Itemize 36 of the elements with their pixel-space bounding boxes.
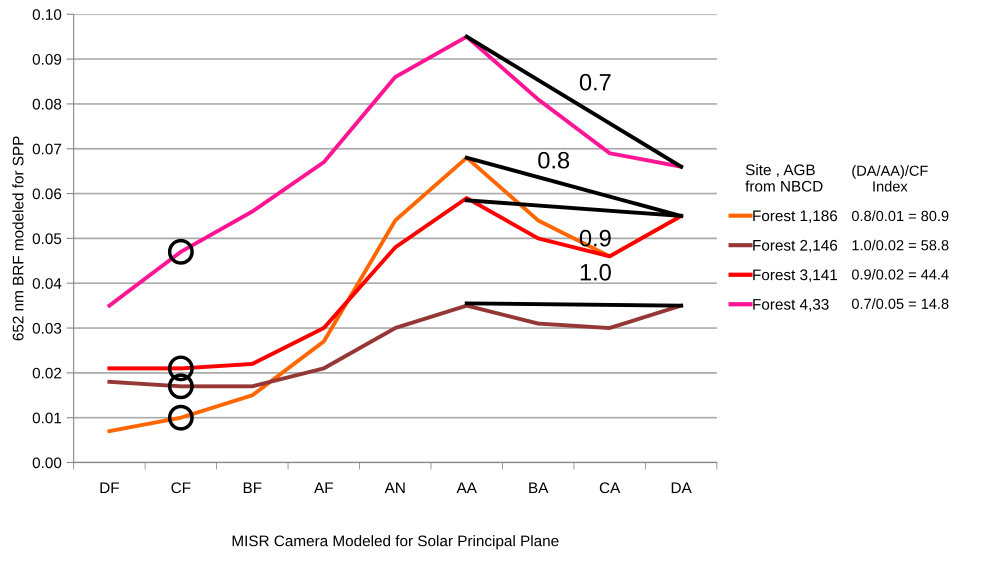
y-tick-label: 0.07 (32, 144, 62, 154)
y-tick-label: 0.05 (32, 233, 62, 244)
legend-label: Forest 2,146 (753, 240, 838, 253)
legend-label: Forest 4,33 (753, 298, 829, 312)
y-axis-title: 652 nm BRF modeled for SPP (12, 136, 24, 340)
text: 0.7/0.05 = 14.8 (852, 298, 948, 309)
text: 1.0/0.02 = 58.8 (852, 240, 948, 250)
text: (DA/AA)/CF Index (852, 165, 928, 192)
x-tick-label: AF (314, 482, 333, 494)
legend-title: Site , AGB from NBCD (745, 164, 823, 192)
y-tick-label: 0.08 (32, 98, 62, 110)
legend-label: Forest 1,186 (753, 210, 838, 224)
annotation: 0.9 (580, 230, 611, 246)
annotation: 0.8 (538, 152, 570, 169)
x-tick-label: BA (529, 482, 548, 494)
text: 0.8/0.01 = 80.9 (852, 210, 948, 222)
x-tick-label: AN (384, 482, 405, 494)
y-tick-label: 0.06 (32, 188, 62, 200)
y-tick-label: 0.00 (32, 457, 62, 468)
y-tick-label: 0.01 (32, 412, 62, 424)
x-tick-label: CF (171, 482, 190, 494)
legend-label: Forest 3,141 (753, 269, 838, 282)
y-tick-label: 0.02 (32, 368, 62, 379)
y-tick-label: 0.03 (32, 322, 62, 334)
annotation: 0.7 (580, 74, 611, 91)
annotation: 1.0 (580, 264, 611, 281)
y-tick-label: 0.10 (32, 9, 62, 20)
x-tick-label: DA (672, 482, 692, 494)
x-tick-label: BF (244, 482, 262, 494)
y-tick-label: 0.09 (32, 54, 62, 65)
y-tick-label: 0.04 (32, 278, 62, 289)
x-tick-label: DF (100, 482, 119, 494)
x-axis-title: MISR Camera Modeled for Solar Principal Plane (232, 535, 558, 550)
text: 0.9/0.02 = 44.4 (852, 268, 949, 280)
x-tick-label: AA (456, 482, 477, 494)
x-tick-label: CA (600, 482, 620, 494)
